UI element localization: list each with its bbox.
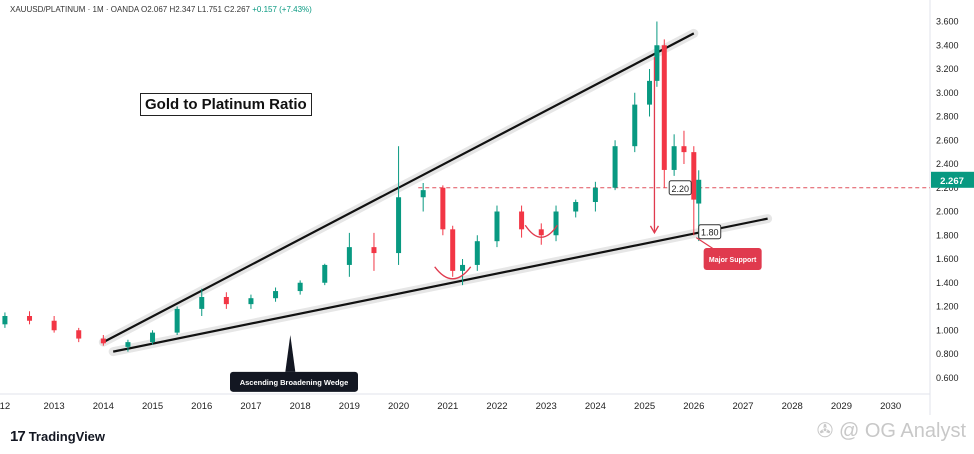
y-tick-label: 3.400	[936, 40, 959, 50]
candle	[671, 146, 677, 170]
candle	[273, 291, 279, 299]
symbol-info: XAUUSD/PLATINUM · 1M · OANDA	[10, 5, 139, 14]
price-tag-label: 2.267	[940, 176, 964, 187]
candle	[174, 308, 180, 333]
x-tick-label: 2028	[782, 401, 803, 412]
drop-arrow-head	[649, 225, 660, 235]
candle	[654, 45, 660, 81]
y-tick-label: 2.000	[936, 207, 959, 217]
chart-title: Gold to Platinum Ratio	[140, 93, 312, 116]
x-tick-label: 12	[0, 401, 10, 412]
tradingview-brand[interactable]: 17 TradingView	[10, 428, 105, 445]
candle	[647, 80, 653, 105]
y-tick-label: 0.600	[936, 373, 959, 383]
support-callout-pointer	[695, 237, 714, 250]
price-tag	[931, 171, 974, 188]
candle	[612, 146, 618, 188]
x-tick-label: 2027	[732, 401, 753, 412]
tradingview-logo-icon: 17	[10, 428, 26, 445]
y-tick-label: 1.000	[936, 325, 959, 335]
resistance-label-box	[668, 180, 692, 196]
candle	[440, 187, 446, 230]
wedge-label: Ascending Broadening Wedge	[240, 378, 349, 387]
y-tick-label: 3.600	[936, 17, 959, 27]
y-tick-label: 2.800	[936, 112, 959, 122]
x-tick-label: 2022	[486, 401, 507, 412]
candle	[632, 104, 638, 147]
candle	[2, 316, 8, 325]
candle	[474, 241, 480, 265]
x-tick-label: 2015	[142, 401, 163, 412]
y-tick-label: 1.200	[936, 302, 959, 312]
x-tick-label: 2024	[585, 401, 606, 412]
x-tick-label: 2030	[880, 401, 901, 412]
y-tick-label: 0.800	[936, 349, 959, 359]
candle	[248, 298, 254, 305]
wedge-label-pointer	[285, 335, 296, 372]
x-tick-label: 2016	[191, 401, 212, 412]
wedge-label-box	[230, 371, 358, 392]
x-tick-label: 2013	[44, 401, 65, 412]
candle	[76, 330, 82, 339]
candle	[553, 211, 559, 236]
brand-name: TradingView	[28, 429, 106, 444]
x-tick-label: 2025	[634, 401, 655, 412]
x-tick-label: 2018	[290, 401, 311, 412]
candle	[100, 338, 106, 344]
y-tick-label: 2.400	[936, 159, 959, 169]
candle	[538, 229, 544, 236]
ohlc-values: O2.067 H2.347 L1.751 C2.267	[141, 5, 250, 14]
y-tick-label: 1.600	[936, 254, 959, 264]
x-tick-label: 2017	[240, 401, 261, 412]
candle	[371, 247, 377, 254]
candle	[494, 211, 500, 242]
candle	[199, 297, 205, 309]
candle	[420, 190, 426, 198]
support-label: 1.80	[701, 228, 719, 238]
support-callout-label: Major Support	[709, 257, 757, 264]
candle	[297, 282, 303, 292]
support-callout-box	[703, 248, 762, 270]
candle	[519, 211, 525, 230]
y-tick-label: 1.400	[936, 278, 959, 288]
x-tick-label: 2020	[388, 401, 409, 412]
watermark-text: @ OG Analyst	[838, 420, 966, 442]
candle	[125, 342, 131, 347]
y-tick-label: 2.600	[936, 135, 959, 145]
y-tick-label: 3.000	[936, 88, 959, 98]
candle	[661, 45, 667, 170]
x-tick-label: 2019	[339, 401, 360, 412]
candle	[150, 332, 156, 343]
y-tick-label: 3.200	[936, 64, 959, 74]
candle	[696, 179, 702, 204]
candle	[681, 146, 687, 153]
candle	[396, 197, 402, 254]
candle	[51, 320, 57, 331]
x-tick-label: 2023	[536, 401, 557, 412]
x-tick-label: 2029	[831, 401, 852, 412]
candle	[27, 316, 33, 321]
weibo-icon: ✇	[816, 420, 834, 442]
candle	[223, 297, 229, 305]
candle	[346, 247, 352, 265]
candle	[322, 264, 328, 283]
chart-header: XAUUSD/PLATINUM · 1M · OANDA O2.067 H2.3…	[10, 5, 312, 14]
candle	[592, 187, 598, 202]
change-value: +0.157 (+7.43%)	[252, 5, 312, 14]
rounding-bottom-2023	[524, 224, 558, 238]
watermark: ✇ @ OG Analyst	[817, 418, 966, 443]
x-tick-label: 2021	[437, 401, 458, 412]
candle	[573, 202, 579, 212]
candle	[460, 264, 466, 271]
x-tick-label: 2026	[683, 401, 704, 412]
rounding-bottom-2021	[434, 266, 472, 280]
candle	[450, 229, 456, 271]
x-tick-label: 2014	[93, 401, 114, 412]
resistance-label: 2.20	[671, 184, 689, 194]
support-label-box	[698, 224, 722, 240]
lower-trendline	[112, 217, 768, 353]
y-tick-label: 1.800	[936, 230, 959, 240]
candle	[691, 152, 697, 200]
